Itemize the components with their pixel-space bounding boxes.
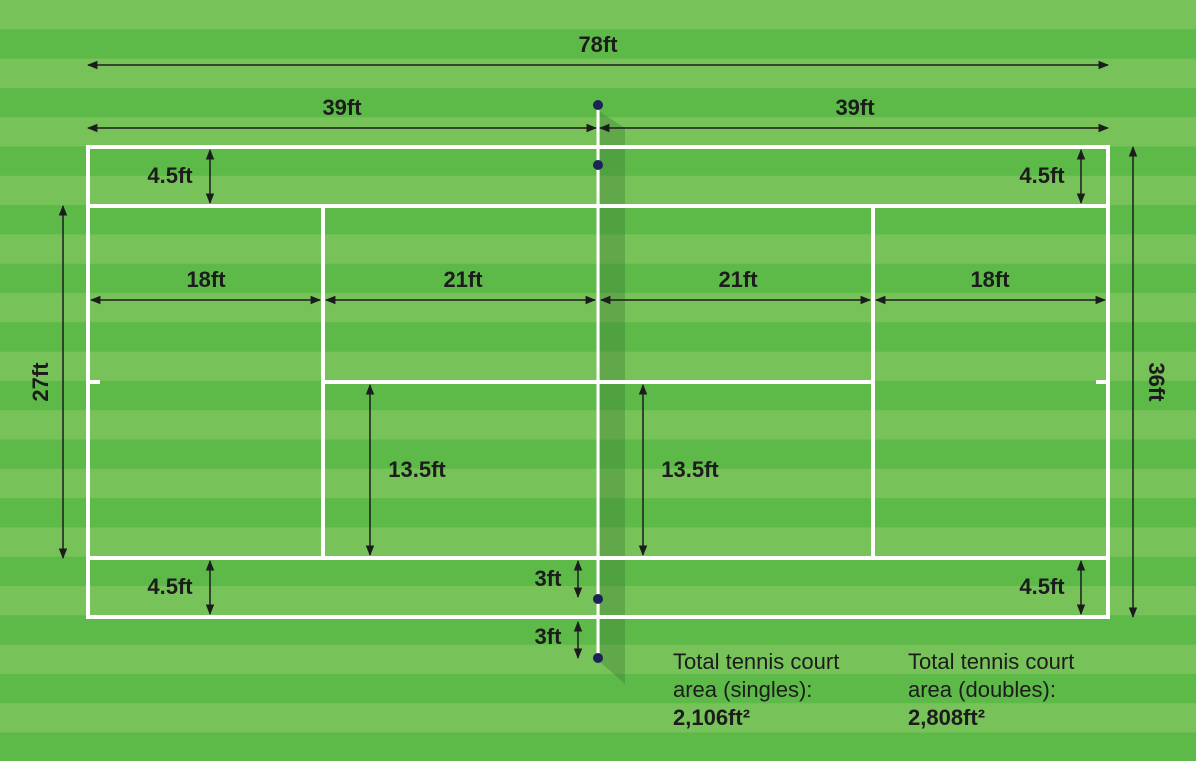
backcourt-label: 18ft [186, 267, 226, 292]
area-notes: Total tennis court area (singles): 2,106… [673, 649, 1074, 730]
area-caption: area (singles): [673, 677, 812, 702]
net-height-label: 3ft [535, 566, 563, 591]
alley-width-label: 4.5ft [1019, 574, 1065, 599]
net-shadow [600, 112, 625, 684]
area-value: 2,106ft² [673, 705, 750, 730]
backcourt-label: 18ft [970, 267, 1010, 292]
service-box-width-label: 13.5ft [388, 457, 446, 482]
half-length-label: 39ft [835, 95, 875, 120]
length-label: 78ft [578, 32, 618, 57]
alley-width-label: 4.5ft [147, 574, 193, 599]
dimension-arrows [58, 60, 1138, 660]
half-length-label: 39ft [322, 95, 362, 120]
service-length-label: 21ft [718, 267, 758, 292]
net-posts [593, 100, 603, 663]
court-lines [86, 105, 1110, 658]
net-height-label: 3ft [535, 624, 563, 649]
area-value: 2,808ft² [908, 705, 985, 730]
alley-width-label: 4.5ft [147, 163, 193, 188]
area-caption: area (doubles): [908, 677, 1056, 702]
alley-width-label: 4.5ft [1019, 163, 1065, 188]
service-length-label: 21ft [443, 267, 483, 292]
doubles-width-label: 36ft [1144, 362, 1169, 402]
service-box-width-label: 13.5ft [661, 457, 719, 482]
area-caption: Total tennis court [908, 649, 1074, 674]
dimension-labels: 78ft 39ft 39ft 4.5ft 4.5ft 4.5ft 4.5ft 1… [28, 32, 1169, 649]
area-caption: Total tennis court [673, 649, 839, 674]
singles-width-label: 27ft [28, 362, 53, 402]
